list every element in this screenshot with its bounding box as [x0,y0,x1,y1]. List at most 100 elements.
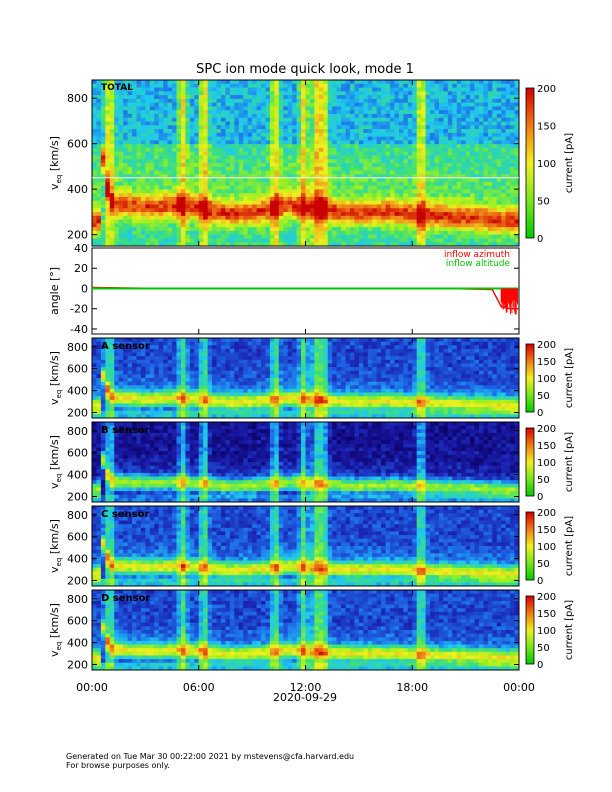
heatmap-cell [225,381,231,386]
heatmap-cell [478,147,484,153]
heatmap-cell [456,174,462,179]
heatmap-cell [367,181,373,187]
heatmap-cell [180,223,186,228]
heatmap-cell [140,230,146,236]
heatmap-cell [501,219,507,224]
heatmap-cell [261,110,266,115]
heatmap-cell [256,166,262,171]
heatmap-cell [327,219,333,224]
heatmap-cell [505,113,511,119]
heatmap-cell [483,102,489,107]
heatmap-cell [149,95,155,100]
heatmap-cell [447,98,453,104]
heatmap-cell [100,155,106,160]
heatmap-cell [265,144,271,149]
heatmap-cell [96,215,102,220]
heatmap-cell [140,392,146,397]
heatmap-cell [234,196,240,202]
heatmap-cell [332,166,338,171]
heatmap-cell [194,399,200,404]
heatmap-cell [176,196,182,202]
heatmap-cell [145,121,151,126]
heatmap-cell [243,215,249,220]
heatmap-cell [256,242,262,247]
heatmap-cell [394,189,400,194]
heatmap-cell [216,159,222,164]
heatmap-cell [283,234,289,239]
heatmap-cell [127,227,133,232]
heatmap-cell [234,208,240,213]
heatmap-cell [318,121,324,126]
heatmap-cell [465,91,471,96]
heatmap-cell [501,174,507,179]
heatmap-cell [461,136,467,141]
heatmap-cell [385,170,391,175]
heatmap-cell [385,95,391,100]
heatmap-cell [372,98,378,104]
heatmap-cell [363,91,369,96]
heatmap-cell [118,110,124,115]
heatmap-cell [487,178,493,183]
heatmap-cell [296,189,302,194]
heatmap-cell [136,181,142,187]
heatmap-cell [349,238,355,243]
heatmap-cell [154,399,160,404]
heatmap-cell [203,341,209,346]
heatmap-cell [149,159,155,164]
heatmap-cell [145,147,151,153]
heatmap-cell [341,144,346,149]
heatmap-cell [109,385,115,390]
heatmap-cell [154,166,160,171]
heatmap-cell [367,91,373,96]
heatmap-cell [265,227,271,232]
heatmap-cell [172,352,177,357]
heatmap-cell [114,392,120,397]
heatmap-cell [114,230,120,236]
heatmap-cell [216,132,222,137]
heatmap-cell [327,87,333,92]
heatmap-cell [367,230,373,236]
heatmap-cell [314,83,320,88]
heatmap-cell [172,396,177,401]
heatmap-cell [163,230,169,236]
heatmap-cell [114,166,120,171]
heatmap-cell [212,196,217,202]
heatmap-cell [145,132,151,137]
heatmap-cell [505,193,511,198]
heatmap-cell [158,87,164,92]
heatmap-cell [514,230,520,236]
heatmap-cell [296,80,302,85]
heatmap-cell [514,155,520,160]
heatmap-cell [256,227,262,232]
heatmap-cell [132,102,137,107]
heatmap-cell [136,87,142,92]
heatmap-cell [132,356,137,361]
heatmap-cell [394,95,400,100]
heatmap-cell [96,106,102,111]
heatmap-cell [105,125,111,130]
heatmap-cell [100,352,106,357]
heatmap-cell [309,95,315,100]
heatmap-cell [438,242,444,247]
heatmap-cell [105,352,111,357]
heatmap-cell [109,338,115,343]
heatmap-cell [189,147,195,153]
heatmap-cell [123,212,128,217]
heatmap-cell [163,155,169,160]
heatmap-cell [247,91,253,96]
heatmap-cell [176,125,182,130]
heatmap-cell [176,363,182,368]
heatmap-cell [114,87,120,92]
heatmap-cell [176,181,182,187]
heatmap-cell [92,117,97,122]
heatmap-cell [283,219,289,224]
heatmap-cell [180,200,186,205]
heatmap-cell [496,136,502,141]
heatmap-cell [185,151,191,156]
heatmap-cell [309,189,315,194]
heatmap-cell [305,215,311,220]
heatmap-cell [412,223,418,228]
heatmap-cell [332,185,338,190]
heatmap-cell [180,381,186,386]
heatmap-cell [403,132,409,137]
